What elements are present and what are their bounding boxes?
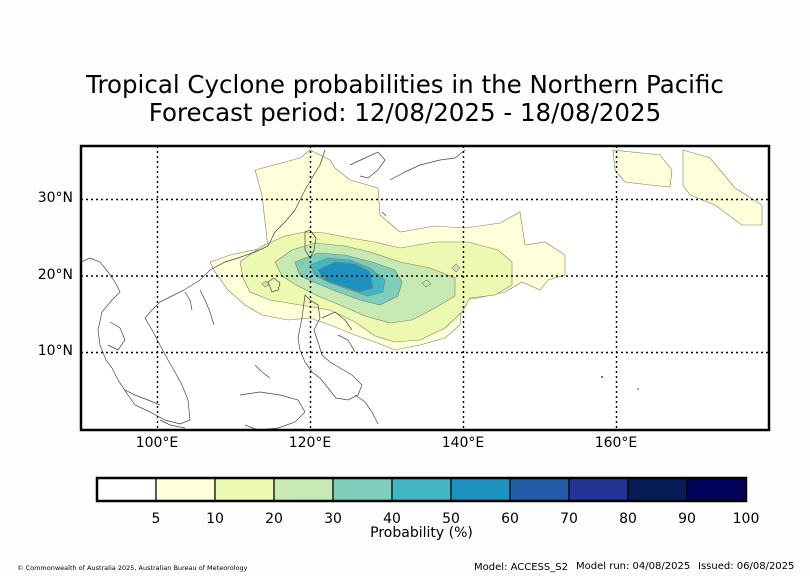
colorbar-frame bbox=[95, 476, 748, 503]
colorbar-tick: 30 bbox=[324, 511, 342, 527]
colorbar-segment bbox=[450, 477, 511, 502]
colorbar-tick: 70 bbox=[560, 511, 578, 527]
colorbar-segment bbox=[568, 477, 629, 502]
contour-small-2 bbox=[421, 279, 432, 288]
probability-contours bbox=[81, 149, 763, 430]
colorbar-segment bbox=[686, 477, 747, 502]
contour-5-far-ne bbox=[682, 149, 763, 226]
colorbar-label: Probability (%) bbox=[370, 525, 473, 541]
colorbar-tick: 50 bbox=[442, 511, 460, 527]
colorbar-segment bbox=[273, 477, 334, 502]
colorbar-tick: 20 bbox=[265, 511, 283, 527]
colorbar-tick: 5 bbox=[151, 511, 161, 527]
colorbar-tick: 60 bbox=[501, 511, 519, 527]
map-frame bbox=[79, 144, 771, 432]
colorbar-tick: 100 bbox=[732, 511, 760, 527]
colorbar-segment bbox=[214, 477, 275, 502]
forecast-period: Forecast period: 12/08/2025 - 18/08/2025 bbox=[148, 98, 662, 127]
lon-label-160e: 160°E bbox=[594, 435, 638, 451]
colorbar-segment bbox=[332, 477, 393, 502]
lat-label-10n: 10°N bbox=[37, 343, 73, 359]
colorbar-tick: 90 bbox=[678, 511, 696, 527]
gridlines bbox=[81, 146, 769, 430]
lon-label-120e: 120°E bbox=[288, 435, 332, 451]
colorbar bbox=[95, 476, 748, 503]
colorbar-segment bbox=[96, 477, 157, 502]
copyright-notice: © Commonwealth of Australia 2025, Austra… bbox=[17, 564, 248, 572]
colorbar-tick: 80 bbox=[619, 511, 637, 527]
contour-50 bbox=[317, 261, 374, 293]
colorbar-tick: 10 bbox=[206, 511, 224, 527]
issued-date: Issued: 06/08/2025 bbox=[698, 561, 795, 572]
colorbar-tick: 40 bbox=[383, 511, 401, 527]
contour-small-1 bbox=[451, 263, 461, 273]
colorbar-segment bbox=[391, 477, 452, 502]
colorbar-segment bbox=[627, 477, 688, 502]
coastlines bbox=[81, 149, 466, 430]
lon-label-140e: 140°E bbox=[441, 435, 485, 451]
model-run-date: Model run: 04/08/2025 bbox=[576, 561, 691, 572]
model-name: Model: ACCESS_S2 bbox=[474, 562, 568, 573]
lat-label-20n: 20°N bbox=[37, 267, 73, 283]
colorbar-segment bbox=[155, 477, 216, 502]
map-title: Tropical Cyclone probabilities in the No… bbox=[86, 70, 724, 99]
lon-label-100e: 100°E bbox=[135, 435, 179, 451]
colorbar-segment bbox=[509, 477, 570, 502]
lat-label-30n: 30°N bbox=[37, 190, 73, 206]
